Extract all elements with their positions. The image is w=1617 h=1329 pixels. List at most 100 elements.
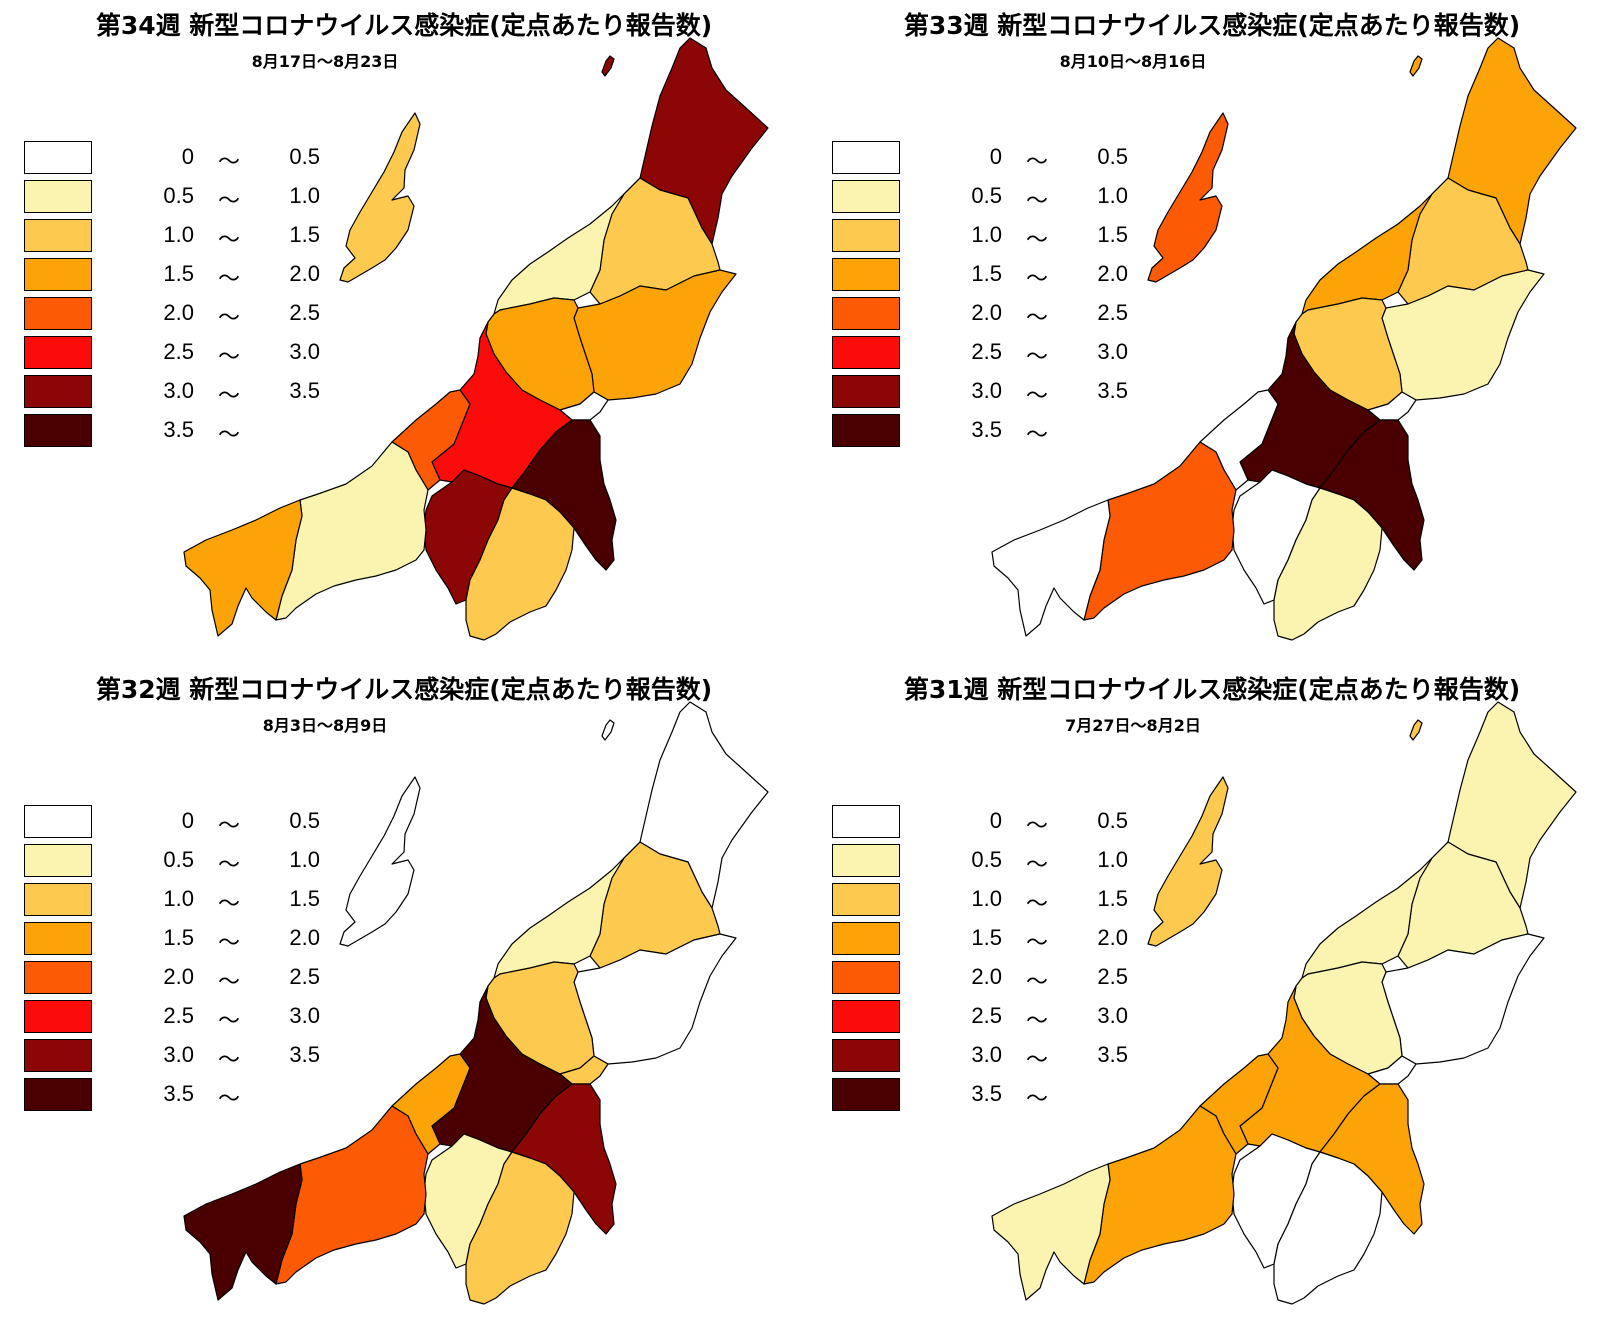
legend-low: 1.5: [163, 261, 194, 286]
region-murakami: [639, 37, 769, 245]
legend-high: 1.5: [289, 886, 320, 911]
legend-low: 3.0: [971, 378, 1002, 403]
legend-swatch: [24, 414, 92, 447]
map-title: 第33週 新型コロナウイルス感染症(定点あたり報告数): [903, 11, 1521, 40]
legend-swatch: [832, 180, 900, 213]
legend-low: 0: [989, 144, 1002, 169]
legend-swatch: [832, 375, 900, 408]
legend-high: 0.5: [1097, 144, 1128, 169]
legend-tilde: 〜: [217, 969, 240, 994]
legend-swatch: [832, 961, 900, 994]
region-itoigawa: [991, 499, 1111, 637]
legend-tilde: 〜: [217, 305, 240, 330]
legend-swatch: [24, 297, 92, 330]
legend-low: 0.5: [163, 847, 194, 872]
legend-swatch: [24, 1000, 92, 1033]
legend-high: 2.0: [289, 261, 320, 286]
legend-low: 0: [989, 808, 1002, 833]
region-murakami: [1447, 701, 1577, 909]
region-itoigawa: [991, 1163, 1111, 1301]
region-itoigawa: [183, 1163, 303, 1301]
legend-low: 1.5: [971, 925, 1002, 950]
legend-tilde: 〜: [1025, 813, 1048, 838]
legend-tilde: 〜: [217, 344, 240, 369]
legend-tilde: 〜: [217, 149, 240, 174]
legend-tilde: 〜: [217, 1008, 240, 1033]
legend-high: 1.5: [1097, 886, 1128, 911]
legend-tilde: 〜: [1025, 891, 1048, 916]
legend-high: 3.0: [289, 339, 320, 364]
legend-high: 3.0: [1097, 339, 1128, 364]
map-period: 7月27日～8月2日: [1065, 716, 1201, 735]
region-minamiuonuma: [1273, 1151, 1383, 1305]
map-title: 第32週 新型コロナウイルス感染症(定点あたり報告数): [95, 675, 713, 704]
legend-low: 0.5: [971, 847, 1002, 872]
legend-swatch: [24, 1078, 92, 1111]
region-minamiuonuma: [1273, 487, 1383, 641]
region-minamiuonuma: [465, 487, 575, 641]
legend-tilde: 〜: [1025, 227, 1048, 252]
legend-swatch: [832, 922, 900, 955]
region-sado: [339, 112, 421, 283]
legend-tilde: 〜: [217, 813, 240, 838]
legend-tilde: 〜: [217, 422, 240, 447]
legend-swatch: [24, 922, 92, 955]
region-minamiuonuma: [465, 1151, 575, 1305]
legend-high: 2.0: [1097, 925, 1128, 950]
legend-swatch: [832, 805, 900, 838]
niigata-map: [991, 701, 1577, 1305]
legend-tilde: 〜: [217, 188, 240, 213]
legend-low: 2.5: [971, 339, 1002, 364]
legend-tilde: 〜: [1025, 344, 1048, 369]
region-awashima: [1409, 719, 1423, 741]
legend-low: 2.0: [163, 964, 194, 989]
legend-swatch: [832, 1039, 900, 1072]
legend-high: 1.0: [1097, 847, 1128, 872]
legend-high: 1.0: [289, 847, 320, 872]
map-title: 第31週 新型コロナウイルス感染症(定点あたり報告数): [903, 675, 1521, 704]
legend-swatch: [24, 844, 92, 877]
legend-low: 0: [181, 808, 194, 833]
legend-high: 0.5: [289, 144, 320, 169]
legend-low: 1.0: [163, 222, 194, 247]
region-murakami: [639, 701, 769, 909]
legend-low: 3.0: [971, 1042, 1002, 1067]
map-period: 8月17日～8月23日: [251, 52, 399, 71]
legend-tilde: 〜: [1025, 1008, 1048, 1033]
legend-low: 0: [181, 144, 194, 169]
map-title: 第34週 新型コロナウイルス感染症(定点あたり報告数): [95, 11, 713, 40]
legend-high: 3.5: [1097, 378, 1128, 403]
legend-high: 0.5: [289, 808, 320, 833]
legend-low: 2.0: [163, 300, 194, 325]
region-awashima: [1409, 55, 1423, 77]
legend-tilde: 〜: [217, 383, 240, 408]
map-panel-week32: 第32週 新型コロナウイルス感染症(定点あたり報告数) 8月3日～8月9日 0 〜…: [0, 664, 808, 1328]
legend-high: 1.0: [289, 183, 320, 208]
legend-tilde: 〜: [217, 1047, 240, 1072]
legend-swatch: [24, 258, 92, 291]
legend-high: 3.5: [289, 1042, 320, 1067]
map-panel-week31: 第31週 新型コロナウイルス感染症(定点あたり報告数) 7月27日～8月2日 0…: [808, 664, 1616, 1328]
legend-tilde: 〜: [1025, 969, 1048, 994]
legend-swatch: [832, 141, 900, 174]
legend-tilde: 〜: [217, 1086, 240, 1111]
region-awashima: [601, 55, 615, 77]
legend-swatch: [832, 1000, 900, 1033]
legend-tilde: 〜: [1025, 852, 1048, 877]
legend-tilde: 〜: [1025, 930, 1048, 955]
legend-swatch: [832, 219, 900, 252]
legend-low: 1.5: [971, 261, 1002, 286]
legend-tilde: 〜: [1025, 188, 1048, 213]
legend-swatch: [832, 1078, 900, 1111]
region-itoigawa: [183, 499, 303, 637]
legend-high: 3.0: [289, 1003, 320, 1028]
niigata-map: [183, 701, 769, 1305]
map-period: 8月10日～8月16日: [1059, 52, 1207, 71]
legend-swatch: [24, 219, 92, 252]
legend-high: 2.5: [289, 300, 320, 325]
legend-swatch: [832, 414, 900, 447]
legend-low: 3.5: [971, 1081, 1002, 1106]
legend-swatch: [832, 883, 900, 916]
legend-high: 3.0: [1097, 1003, 1128, 1028]
legend-tilde: 〜: [1025, 266, 1048, 291]
